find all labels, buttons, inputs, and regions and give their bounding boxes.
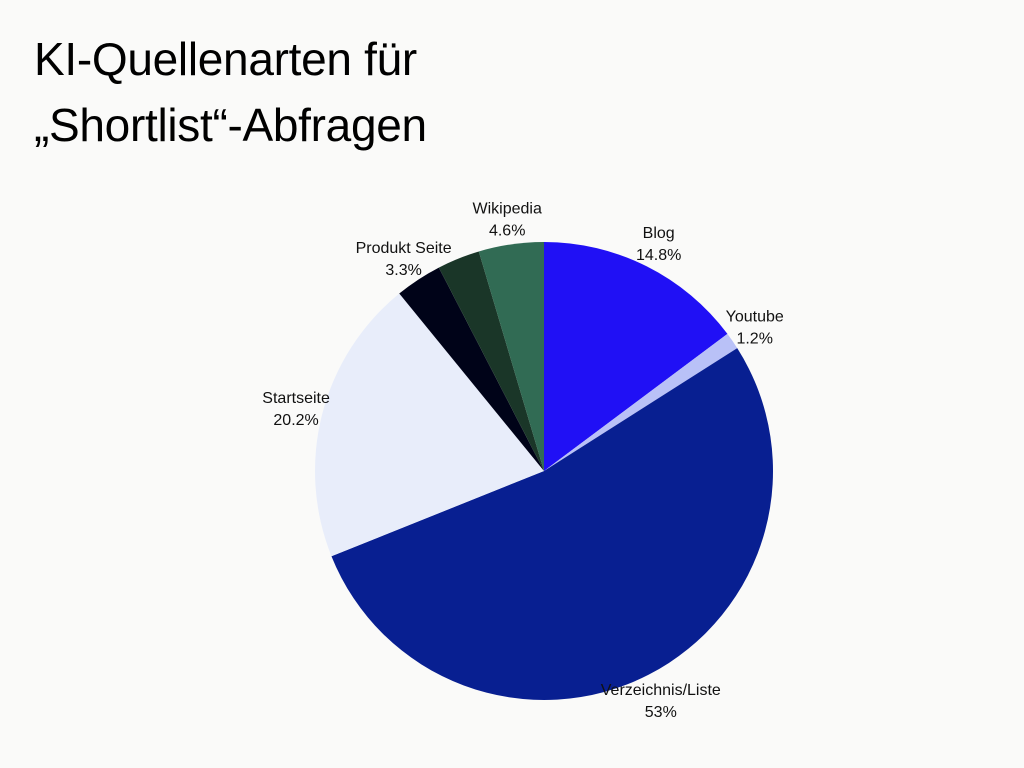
slice-label-blog: Blog 14.8% <box>636 225 681 264</box>
pie-labels: Blog 14.8% Youtube 1.2% Verzeichnis/Liste 53%… <box>262 201 784 721</box>
pie-slices <box>315 242 774 700</box>
pie-slice-youtube <box>544 333 738 471</box>
pie-slice-startseite <box>315 293 544 557</box>
chart-title-line-1: KI-Quellenarten für <box>34 33 417 85</box>
slice-label-startseite: Startseite 20.2% <box>262 390 330 429</box>
slice-label-value: 14.8% <box>636 247 681 264</box>
slice-label-verzeichnis-liste: Verzeichnis/Liste 53% <box>601 682 721 721</box>
slice-label-value: 3.3% <box>385 262 421 279</box>
slice-label-youtube: Youtube 1.2% <box>726 309 784 348</box>
chart-title-line-2: „Shortlist“-Abfragen <box>34 99 427 151</box>
slice-label-name: Startseite <box>262 390 330 407</box>
slice-label-name: Produkt Seite <box>356 240 452 257</box>
slice-label-name: Blog <box>643 225 675 242</box>
pie-slice-blog <box>544 242 728 471</box>
chart-title: KI-Quellenarten für „Shortlist“-Abfragen <box>34 26 934 158</box>
slice-label-produkt-seite: Produkt Seite 3.3% <box>356 240 452 279</box>
pie-slice-wikipedia <box>478 242 544 471</box>
slice-label-value: 1.2% <box>736 331 772 348</box>
slice-label-name: Verzeichnis/Liste <box>601 682 721 699</box>
slice-label-wikipedia: Wikipedia 4.6% <box>473 201 542 240</box>
pie-slice-unlabeled-5 <box>438 251 544 471</box>
slice-label-value: 20.2% <box>273 412 318 429</box>
pie-slice-produkt-seite <box>399 267 544 471</box>
slice-label-name: Wikipedia <box>473 201 542 218</box>
slice-label-value: 53% <box>645 704 677 721</box>
slice-label-value: 4.6% <box>489 223 525 240</box>
pie-slice-verzeichnis-liste <box>331 348 774 700</box>
slice-label-name: Youtube <box>726 309 784 326</box>
